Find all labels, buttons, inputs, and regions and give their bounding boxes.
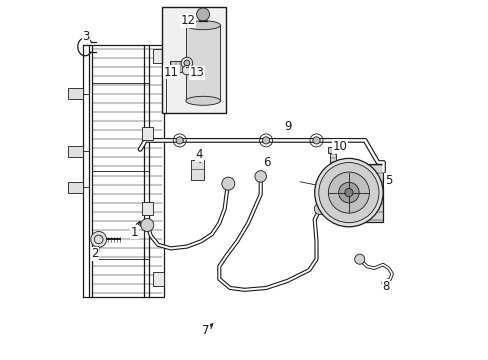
Text: 9: 9 [284,120,291,133]
Text: 11: 11 [163,66,179,78]
Text: 12: 12 [180,14,195,27]
Text: 3: 3 [82,30,90,42]
Text: 13: 13 [189,66,204,79]
Circle shape [176,137,183,144]
Bar [346,163,382,222]
Circle shape [181,57,192,69]
Circle shape [182,66,191,75]
Bar [191,160,204,180]
Bar [68,182,82,193]
Text: 6: 6 [263,156,270,169]
Circle shape [222,177,234,190]
Bar [152,272,163,286]
Circle shape [196,8,209,21]
Text: 7: 7 [202,324,209,337]
Text: 10: 10 [332,140,346,153]
Circle shape [354,254,364,264]
Circle shape [183,60,189,66]
Bar [142,202,152,215]
Text: 4: 4 [195,148,203,161]
Circle shape [344,189,352,197]
Bar [142,127,152,140]
Bar [328,147,336,153]
Bar [91,45,163,297]
Bar [68,88,82,99]
Ellipse shape [185,21,220,30]
Circle shape [328,172,368,213]
Circle shape [314,158,382,227]
Bar [329,153,335,173]
Text: 5: 5 [384,174,391,186]
Circle shape [91,231,106,247]
Ellipse shape [185,96,220,105]
Bar [162,7,226,113]
Bar [68,146,82,157]
Bar [169,61,185,72]
Circle shape [262,137,269,144]
Circle shape [338,183,358,203]
Circle shape [312,137,320,144]
Text: 8: 8 [382,280,389,293]
Text: 2: 2 [91,247,99,260]
Circle shape [318,162,378,223]
Bar [152,49,163,63]
Text: 1: 1 [131,226,138,239]
Circle shape [141,219,153,231]
Bar [185,25,220,101]
Circle shape [314,203,325,215]
Circle shape [254,171,266,182]
